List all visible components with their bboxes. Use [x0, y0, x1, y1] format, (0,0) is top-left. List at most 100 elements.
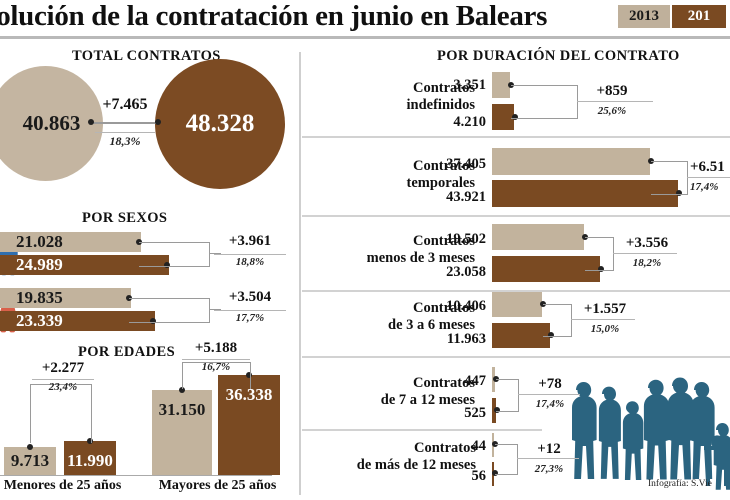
edades-dot-menores-2014: [87, 438, 93, 444]
edades-bar-menores-2013: 9.713: [4, 447, 56, 475]
duracion-delta-abs-4: +78: [538, 376, 562, 392]
sexos-value-female-2013: 19.835: [16, 288, 63, 307]
edades-value-mayores-2014: 36.338: [225, 385, 273, 404]
legend-item-2014[interactable]: 201: [672, 5, 726, 28]
duracion-dot-3-2014: [548, 332, 554, 338]
duracion-row-label-2: Contratos menos de 3 meses: [300, 233, 475, 267]
duracion-row-label-5-line2: de más de 12 meses: [356, 457, 476, 473]
total-delta-pct: 18,3%: [109, 134, 141, 148]
duracion-row-label-5-line1: Contratos: [413, 440, 476, 456]
duracion-bar-3-2014: [492, 323, 550, 348]
duracion-bracket-2-stem: [613, 253, 677, 254]
sexos-dot-male-2014: [164, 262, 170, 268]
column-divider: [299, 52, 301, 495]
edades-bar-mayores-2014: 36.338: [218, 375, 280, 475]
duracion-value-2-2014: 23.058: [446, 264, 486, 280]
edades-delta-pct-mayores: 16,7%: [201, 361, 231, 373]
duracion-bracket-5: [495, 444, 518, 475]
duracion-bracket-3: [543, 304, 572, 337]
duracion-row-label-3-line1: Contratos: [412, 300, 475, 316]
duracion-bracket-1-stem: [687, 177, 730, 178]
duracion-row-label-1: Contratos temporales: [320, 158, 475, 192]
total-circle-2013: 40.863: [0, 66, 103, 181]
edades-bar-menores-2014: 11.990: [64, 441, 116, 475]
duracion-dot-0-2014: [512, 114, 518, 120]
edades-delta-abs-menores: +2.277: [41, 360, 85, 376]
header: volución de la contratación en junio en …: [0, 0, 730, 39]
duracion-value-4-2013: 447: [464, 373, 486, 389]
edades-axis: [0, 475, 272, 476]
sexos-value-male-2014: 24.989: [16, 255, 63, 274]
people-silhouette-illustration: [566, 368, 730, 490]
total-connector-dot-left: [88, 119, 94, 125]
duracion-delta-pct-5: 27,3%: [534, 463, 564, 475]
duracion-row-label-1-line1: Contratos: [412, 158, 475, 174]
total-delta: +7.465 18,3%: [90, 96, 160, 149]
edades-dot-mayores-2013: [179, 387, 185, 393]
duracion-row-label-0-line2: indefinidos: [406, 97, 476, 113]
duracion-delta-pct-1: 17,4%: [690, 181, 719, 193]
sexos-bracket-female-stem: [209, 309, 221, 310]
duracion-bar-1-2013: [492, 148, 650, 175]
sexos-delta-abs-female: +3.504: [228, 289, 272, 305]
edades-label-mayores: Mayores de 25 años: [158, 478, 277, 493]
edades-bracket-menores: [30, 384, 92, 443]
duracion-delta-1: +6.51 17,4%: [690, 159, 730, 193]
duracion-value-5-2014: 56: [471, 468, 487, 484]
duracion-row-label-1-line2: temporales: [406, 175, 475, 191]
edades-delta-pct-menores: 23,4%: [48, 381, 78, 393]
edades-value-mayores-2013: 31.150: [158, 400, 206, 419]
duracion-row-label-2-line1: Contratos: [412, 233, 475, 249]
duracion-value-4-2014: 525: [464, 405, 486, 421]
duracion-row-label-2-line2: menos de 3 meses: [366, 250, 475, 266]
duracion-bar-2-2014: [492, 256, 600, 282]
sexos-bar-female-2013: 19.835: [0, 288, 131, 308]
section-title-sexos: POR SEXOS: [82, 210, 168, 226]
duracion-bracket-2: [585, 237, 614, 271]
duracion-delta-4: +78 17,4%: [522, 376, 578, 410]
duracion-delta-pct-3: 15,0%: [590, 323, 620, 335]
header-divider: [0, 36, 730, 39]
total-circle-2014: 48.328: [155, 59, 285, 189]
duracion-bracket-4-stem: [518, 394, 580, 395]
sexos-dot-female-2014: [150, 318, 156, 324]
duracion-delta-pct-2: 18,2%: [632, 257, 662, 269]
edades-delta-mayores: +5.188 16,7%: [180, 340, 252, 373]
sexos-delta-male: +3.961 18,8%: [214, 233, 286, 268]
duracion-value-3-2014: 11.963: [446, 331, 486, 347]
sexos-bar-male-2014: 24.989: [0, 255, 169, 275]
sexos-delta-female: +3.504 17,7%: [214, 289, 286, 324]
legend-item-2013[interactable]: 2013: [618, 5, 672, 28]
edades-bar-mayores-2013: 31.150: [152, 390, 212, 475]
duracion-dot-5-2014: [492, 470, 498, 476]
sexos-delta-pct-female: 17,7%: [235, 312, 265, 324]
credit-text: Infografía: S.Vie: [648, 479, 712, 489]
duracion-value-0-2014: 4.210: [453, 114, 486, 130]
duracion-value-0-2013: 3.351: [453, 77, 486, 93]
total-value-2013: 40.863: [22, 111, 81, 135]
duracion-row-label-0-line1: Contratos: [412, 80, 475, 96]
duracion-delta-abs-3: +1.557: [583, 301, 627, 317]
section-title-duracion: POR DURACIÓN DEL CONTRATO: [437, 48, 680, 64]
edades-value-menores-2014: 11.990: [67, 451, 113, 470]
edades-dot-mayores-2014: [246, 372, 252, 378]
duracion-value-1-2014: 43.921: [446, 189, 486, 205]
duracion-delta-abs-0: +859: [596, 83, 628, 99]
total-connector: [91, 122, 159, 124]
sexos-bracket-male: [139, 242, 210, 267]
sexos-bracket-female: [129, 298, 210, 323]
sexos-bar-male-2013: 21.028: [0, 232, 141, 252]
duracion-row-label-4-line1: Contratos: [412, 375, 475, 391]
duracion-separator-0: [302, 136, 730, 138]
duracion-bracket-1: [651, 161, 688, 195]
total-connector-dot-right: [155, 119, 161, 125]
edades-dot-menores-2013: [27, 444, 33, 450]
duracion-bracket-4: [496, 379, 519, 412]
sexos-value-female-2014: 23.339: [16, 311, 63, 330]
duracion-value-2-2013: 19.502: [446, 231, 486, 247]
duracion-bracket-0: [511, 85, 578, 119]
duracion-bar-0-2013: [492, 72, 510, 98]
duracion-row-label-5: Contratos de más de 12 meses: [296, 440, 476, 474]
duracion-delta-abs-5: +12: [537, 441, 561, 457]
